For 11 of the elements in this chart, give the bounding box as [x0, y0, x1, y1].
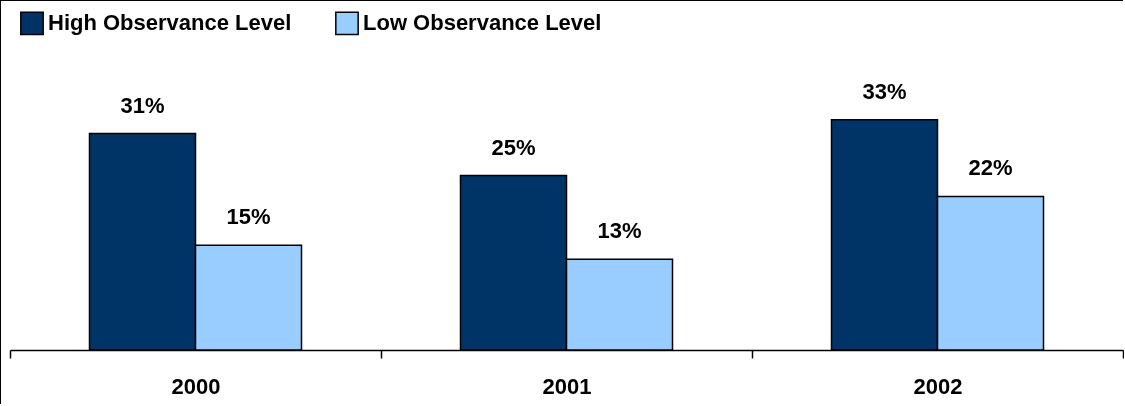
- data-label: 31%: [120, 92, 165, 118]
- legend-label: High Observance Level: [48, 10, 292, 36]
- x-tick-label: 2002: [913, 373, 963, 399]
- data-label: 33%: [862, 78, 907, 104]
- data-label: 25%: [491, 134, 536, 160]
- data-label: 13%: [597, 218, 642, 244]
- data-label: 15%: [226, 204, 271, 230]
- x-tick-label: 2000: [171, 373, 221, 399]
- data-label: 22%: [968, 155, 1013, 181]
- legend-label: Low Observance Level: [363, 10, 602, 36]
- x-tick-label: 2001: [542, 373, 592, 399]
